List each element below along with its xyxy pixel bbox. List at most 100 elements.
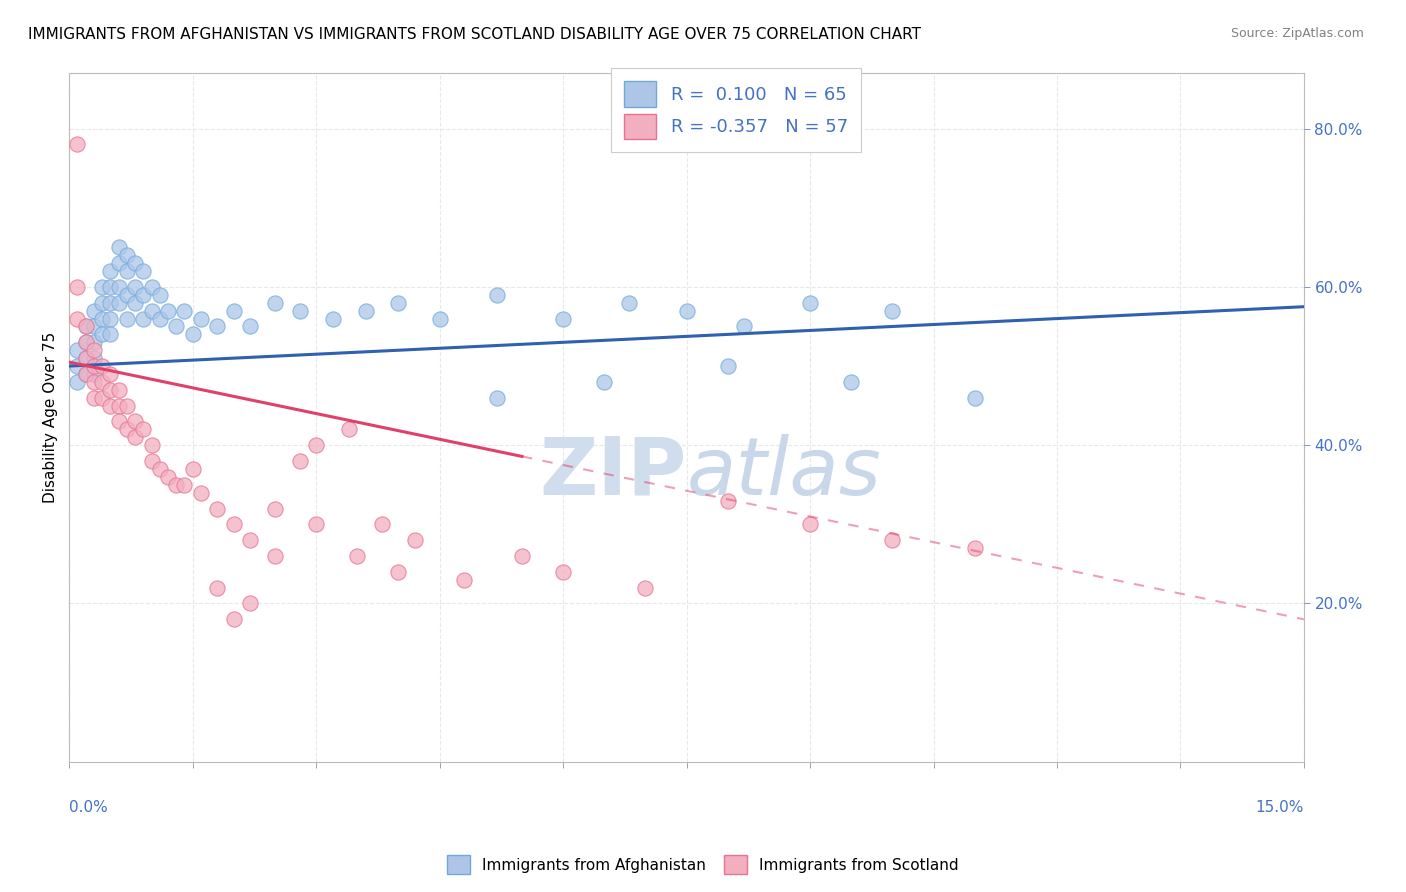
Point — [239, 597, 262, 611]
Point — [75, 367, 97, 381]
Point — [66, 280, 89, 294]
Point — [717, 359, 740, 373]
Point — [593, 375, 616, 389]
Point — [66, 375, 89, 389]
Point — [83, 351, 105, 366]
Point — [100, 383, 122, 397]
Point — [239, 533, 262, 548]
Point — [75, 351, 97, 366]
Point — [264, 501, 287, 516]
Point — [190, 311, 212, 326]
Point — [91, 295, 114, 310]
Point — [288, 454, 311, 468]
Point — [207, 319, 229, 334]
Point — [107, 399, 129, 413]
Point — [115, 288, 138, 302]
Point — [75, 335, 97, 350]
Point — [453, 573, 475, 587]
Point — [141, 454, 163, 468]
Point — [799, 295, 821, 310]
Point — [132, 422, 155, 436]
Point — [239, 319, 262, 334]
Point — [173, 303, 195, 318]
Point — [149, 462, 172, 476]
Point — [190, 485, 212, 500]
Text: atlas: atlas — [686, 434, 882, 512]
Point — [288, 303, 311, 318]
Point — [149, 288, 172, 302]
Point — [149, 311, 172, 326]
Point — [617, 295, 640, 310]
Point — [100, 399, 122, 413]
Point — [83, 319, 105, 334]
Point — [305, 438, 328, 452]
Point — [132, 288, 155, 302]
Point — [963, 541, 986, 555]
Point — [963, 391, 986, 405]
Point — [429, 311, 451, 326]
Point — [100, 311, 122, 326]
Point — [124, 414, 146, 428]
Point — [553, 311, 575, 326]
Point — [222, 303, 245, 318]
Point — [91, 311, 114, 326]
Point — [91, 280, 114, 294]
Point — [107, 295, 129, 310]
Point — [83, 303, 105, 318]
Point — [124, 295, 146, 310]
Point — [107, 240, 129, 254]
Point — [207, 501, 229, 516]
Point — [75, 319, 97, 334]
Point — [132, 311, 155, 326]
Point — [132, 264, 155, 278]
Point — [124, 430, 146, 444]
Point — [346, 549, 368, 563]
Point — [107, 280, 129, 294]
Point — [222, 612, 245, 626]
Point — [100, 280, 122, 294]
Point — [91, 391, 114, 405]
Point — [839, 375, 862, 389]
Point — [83, 367, 105, 381]
Point — [371, 517, 394, 532]
Point — [404, 533, 426, 548]
Point — [66, 359, 89, 373]
Point — [264, 549, 287, 563]
Point — [733, 319, 755, 334]
Point — [156, 303, 179, 318]
Text: Source: ZipAtlas.com: Source: ZipAtlas.com — [1230, 27, 1364, 40]
Point — [882, 533, 904, 548]
Point — [75, 335, 97, 350]
Point — [882, 303, 904, 318]
Text: 0.0%: 0.0% — [69, 799, 108, 814]
Point — [66, 137, 89, 152]
Point — [156, 470, 179, 484]
Point — [66, 343, 89, 358]
Point — [83, 375, 105, 389]
Point — [322, 311, 344, 326]
Point — [91, 327, 114, 342]
Point — [141, 280, 163, 294]
Point — [83, 335, 105, 350]
Point — [486, 288, 509, 302]
Point — [173, 477, 195, 491]
Legend: Immigrants from Afghanistan, Immigrants from Scotland: Immigrants from Afghanistan, Immigrants … — [441, 849, 965, 880]
Point — [141, 303, 163, 318]
Point — [124, 280, 146, 294]
Point — [510, 549, 533, 563]
Point — [717, 493, 740, 508]
Point — [207, 581, 229, 595]
Point — [115, 248, 138, 262]
Point — [181, 327, 204, 342]
Point — [107, 383, 129, 397]
Point — [115, 311, 138, 326]
Point — [75, 367, 97, 381]
Point — [222, 517, 245, 532]
Point — [486, 391, 509, 405]
Point — [337, 422, 360, 436]
Point — [387, 565, 409, 579]
Point — [115, 399, 138, 413]
Point — [634, 581, 657, 595]
Point — [799, 517, 821, 532]
Point — [165, 477, 187, 491]
